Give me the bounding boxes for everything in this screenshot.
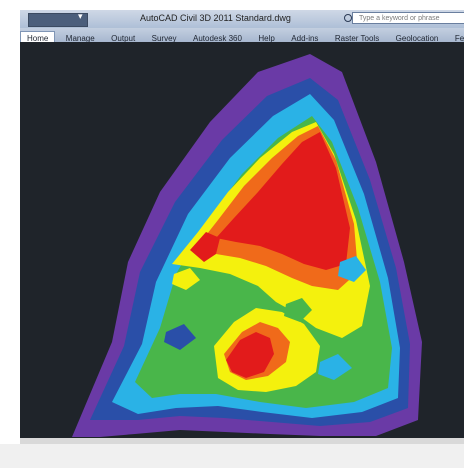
tab-geolocation[interactable]: Geolocation [395, 34, 439, 43]
region-red-south [226, 332, 274, 378]
status-strip [20, 438, 464, 444]
bottom-bar [0, 444, 464, 468]
quick-access-toolbar[interactable] [28, 13, 88, 27]
tab-manage[interactable]: Manage [65, 34, 95, 43]
elevation-heatmap [72, 54, 422, 437]
search-input[interactable]: Type a keyword or phrase [352, 12, 464, 24]
tab-output[interactable]: Output [111, 34, 136, 43]
region-red-west [190, 232, 220, 262]
ribbon-tabs: Home Manage Output Survey Autodesk 360 H… [20, 28, 464, 43]
tab-survey[interactable]: Survey [151, 34, 177, 43]
search-icon[interactable] [344, 14, 352, 22]
tab-help[interactable]: Help [258, 34, 275, 43]
patch-blue-1 [164, 324, 196, 350]
tab-featured[interactable]: Featured [454, 34, 464, 43]
chevron-down-icon[interactable]: ▾ [78, 11, 83, 21]
tab-autodesk-360[interactable]: Autodesk 360 [193, 34, 242, 43]
patch-cyan-2 [318, 354, 352, 380]
patch-cyan-1 [338, 256, 366, 282]
patch-yellow-1 [172, 268, 200, 290]
title-bar: ▾ AutoCAD Civil 3D 2011 Standard.dwg Typ… [20, 10, 464, 29]
patch-green-1 [284, 298, 312, 322]
region-red [216, 132, 350, 270]
tab-add-ins[interactable]: Add-ins [291, 34, 319, 43]
drawing-canvas[interactable] [20, 42, 464, 438]
window-title: AutoCAD Civil 3D 2011 Standard.dwg [140, 13, 291, 23]
tab-raster-tools[interactable]: Raster Tools [334, 34, 380, 43]
